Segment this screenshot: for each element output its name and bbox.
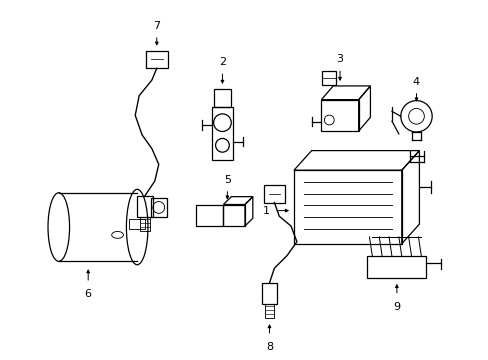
Text: 3: 3 xyxy=(336,54,343,64)
Text: 2: 2 xyxy=(219,57,225,67)
Text: 4: 4 xyxy=(412,77,419,87)
Text: 5: 5 xyxy=(224,175,230,185)
Text: 6: 6 xyxy=(84,289,92,299)
Text: 8: 8 xyxy=(265,342,272,352)
Text: 9: 9 xyxy=(392,302,400,311)
Text: 7: 7 xyxy=(153,21,160,31)
Text: 1: 1 xyxy=(262,206,269,216)
